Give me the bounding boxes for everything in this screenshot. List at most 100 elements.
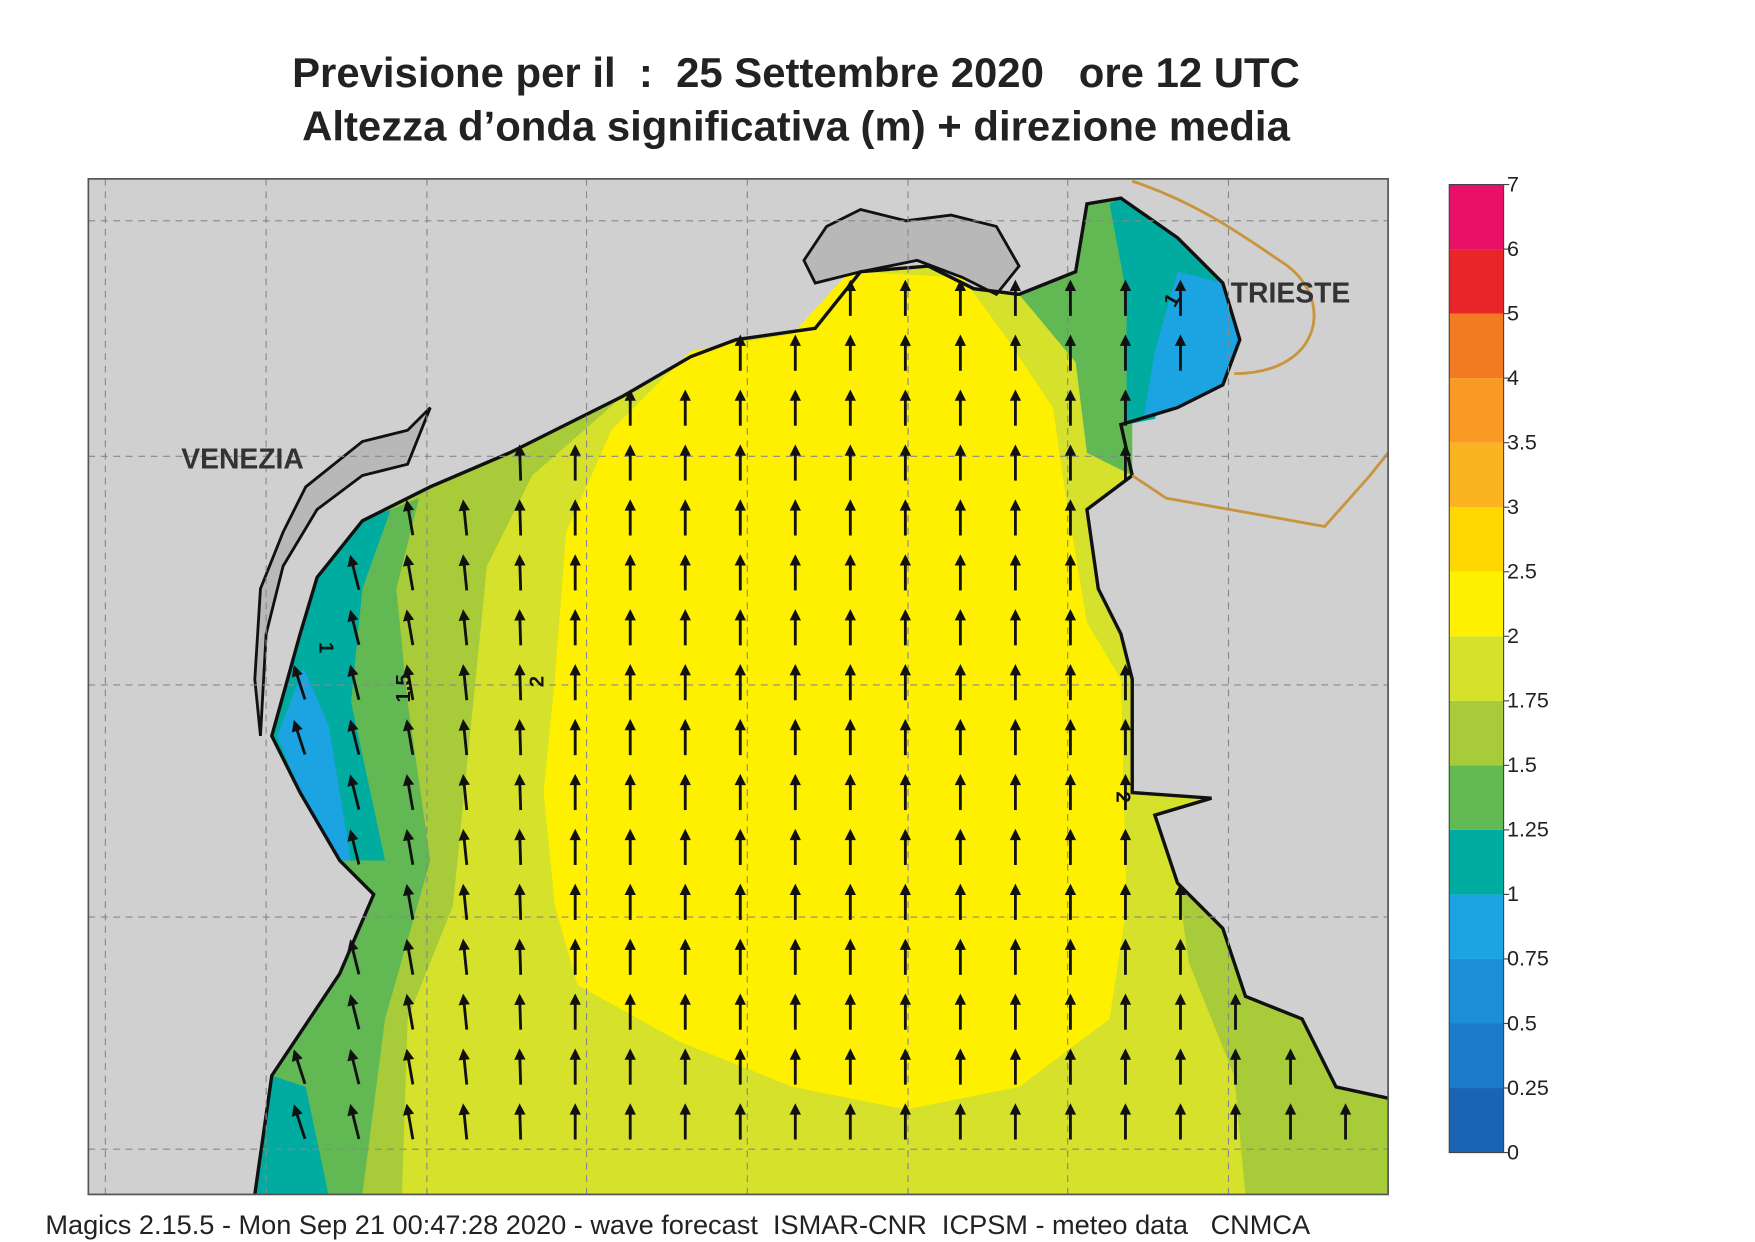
arrow-head bbox=[624, 554, 636, 566]
arrow-head bbox=[1174, 334, 1187, 346]
arrow-head bbox=[347, 774, 359, 787]
arrow-head bbox=[734, 389, 746, 401]
arrow-head bbox=[1064, 334, 1077, 346]
arrow-head bbox=[734, 883, 746, 895]
arrow-head bbox=[734, 1048, 746, 1060]
arrow bbox=[458, 1103, 470, 1140]
arrow bbox=[844, 883, 856, 920]
arrow bbox=[1064, 444, 1077, 481]
arrow-shaft bbox=[406, 780, 415, 811]
arrow-head bbox=[624, 938, 636, 950]
arrow-head bbox=[954, 773, 967, 786]
arrow-head bbox=[734, 1103, 746, 1115]
arrow-shaft bbox=[462, 890, 469, 920]
arrow bbox=[1174, 334, 1187, 371]
colorbar-label: 3 bbox=[1507, 495, 1519, 519]
arrow-shaft bbox=[462, 1055, 469, 1085]
arrow bbox=[514, 554, 526, 591]
arrow-head bbox=[624, 828, 636, 841]
arrow-head bbox=[1009, 389, 1022, 401]
arrow bbox=[458, 938, 470, 975]
arrow bbox=[1009, 938, 1022, 975]
arrow bbox=[624, 773, 636, 811]
arrow-head bbox=[899, 664, 912, 676]
arrow bbox=[514, 1103, 526, 1140]
colorbar-label: 1.75 bbox=[1507, 689, 1549, 713]
arrow bbox=[1009, 828, 1022, 865]
arrow-head bbox=[569, 1048, 581, 1060]
arrow bbox=[569, 1048, 581, 1085]
arrow bbox=[1009, 718, 1022, 756]
arrow bbox=[734, 609, 746, 646]
arrow bbox=[789, 1048, 801, 1085]
arrow-head bbox=[1119, 993, 1132, 1005]
subtitle: Altezza d’onda significativa (m) + direz… bbox=[302, 102, 1290, 149]
direction-arrows bbox=[291, 279, 1352, 1140]
contour-label: 2 bbox=[1111, 791, 1133, 802]
arrow-head bbox=[1119, 883, 1132, 895]
arrow bbox=[679, 609, 691, 646]
arrow bbox=[734, 993, 746, 1030]
arrow-head bbox=[899, 938, 912, 950]
arrow bbox=[844, 1048, 856, 1085]
arrow bbox=[844, 554, 856, 591]
colorbar-swatch bbox=[1449, 507, 1504, 572]
arrow-head bbox=[1174, 1048, 1187, 1060]
arrow-head bbox=[954, 389, 967, 401]
colorbar-swatch bbox=[1449, 313, 1504, 379]
arrow-head bbox=[1009, 828, 1022, 841]
arrow bbox=[789, 993, 801, 1030]
arrow-shaft bbox=[518, 615, 523, 646]
arrow-head bbox=[844, 499, 856, 511]
arrow bbox=[514, 828, 526, 866]
arrow bbox=[1119, 444, 1132, 481]
arrow-head bbox=[458, 554, 470, 567]
arrow bbox=[1064, 883, 1077, 920]
arrow-head bbox=[1174, 883, 1187, 895]
arrow-head bbox=[458, 609, 470, 622]
arrow-head bbox=[899, 1048, 912, 1060]
arrow-head bbox=[1174, 279, 1187, 291]
arrow-head bbox=[1229, 993, 1242, 1005]
coastline bbox=[253, 196, 1389, 1195]
arrow bbox=[1119, 1048, 1132, 1085]
arrow-head bbox=[624, 499, 636, 511]
arrow-head bbox=[403, 609, 415, 622]
arrow bbox=[734, 499, 746, 536]
arrow bbox=[679, 938, 691, 975]
arrow bbox=[899, 609, 912, 646]
arrow bbox=[569, 828, 581, 865]
arrow bbox=[899, 499, 912, 536]
colorbar-swatch bbox=[1449, 184, 1504, 250]
arrow-shaft bbox=[462, 506, 469, 536]
arrow-head bbox=[1064, 993, 1077, 1005]
arrow-head bbox=[1229, 1103, 1242, 1115]
arrow bbox=[624, 718, 636, 756]
arrow-shaft bbox=[518, 1000, 523, 1030]
arrow-head bbox=[1064, 499, 1077, 511]
arrow bbox=[844, 334, 856, 371]
arrow-shaft bbox=[406, 945, 415, 975]
arrow bbox=[1174, 938, 1187, 975]
arrow-head bbox=[789, 718, 801, 731]
arrow bbox=[624, 554, 636, 591]
arrow bbox=[679, 1103, 691, 1140]
arrow-head bbox=[844, 938, 856, 950]
arrow bbox=[1229, 1103, 1242, 1140]
arrow bbox=[679, 718, 691, 756]
arrow bbox=[1064, 554, 1077, 591]
arrow-head bbox=[347, 829, 359, 842]
colorbar-swatch bbox=[1449, 700, 1504, 766]
arrow bbox=[899, 1048, 912, 1085]
arrow bbox=[844, 718, 856, 756]
arrow bbox=[569, 444, 581, 481]
arrow-head bbox=[899, 1103, 912, 1115]
colorbar-swatch bbox=[1449, 442, 1504, 508]
arrow-head bbox=[624, 718, 636, 731]
arrow bbox=[899, 664, 912, 701]
arrow bbox=[679, 499, 691, 536]
arrow-head bbox=[1119, 773, 1132, 786]
arrow-head bbox=[1174, 993, 1187, 1005]
arrow-shaft bbox=[462, 780, 469, 811]
arrow-head bbox=[1064, 609, 1077, 621]
